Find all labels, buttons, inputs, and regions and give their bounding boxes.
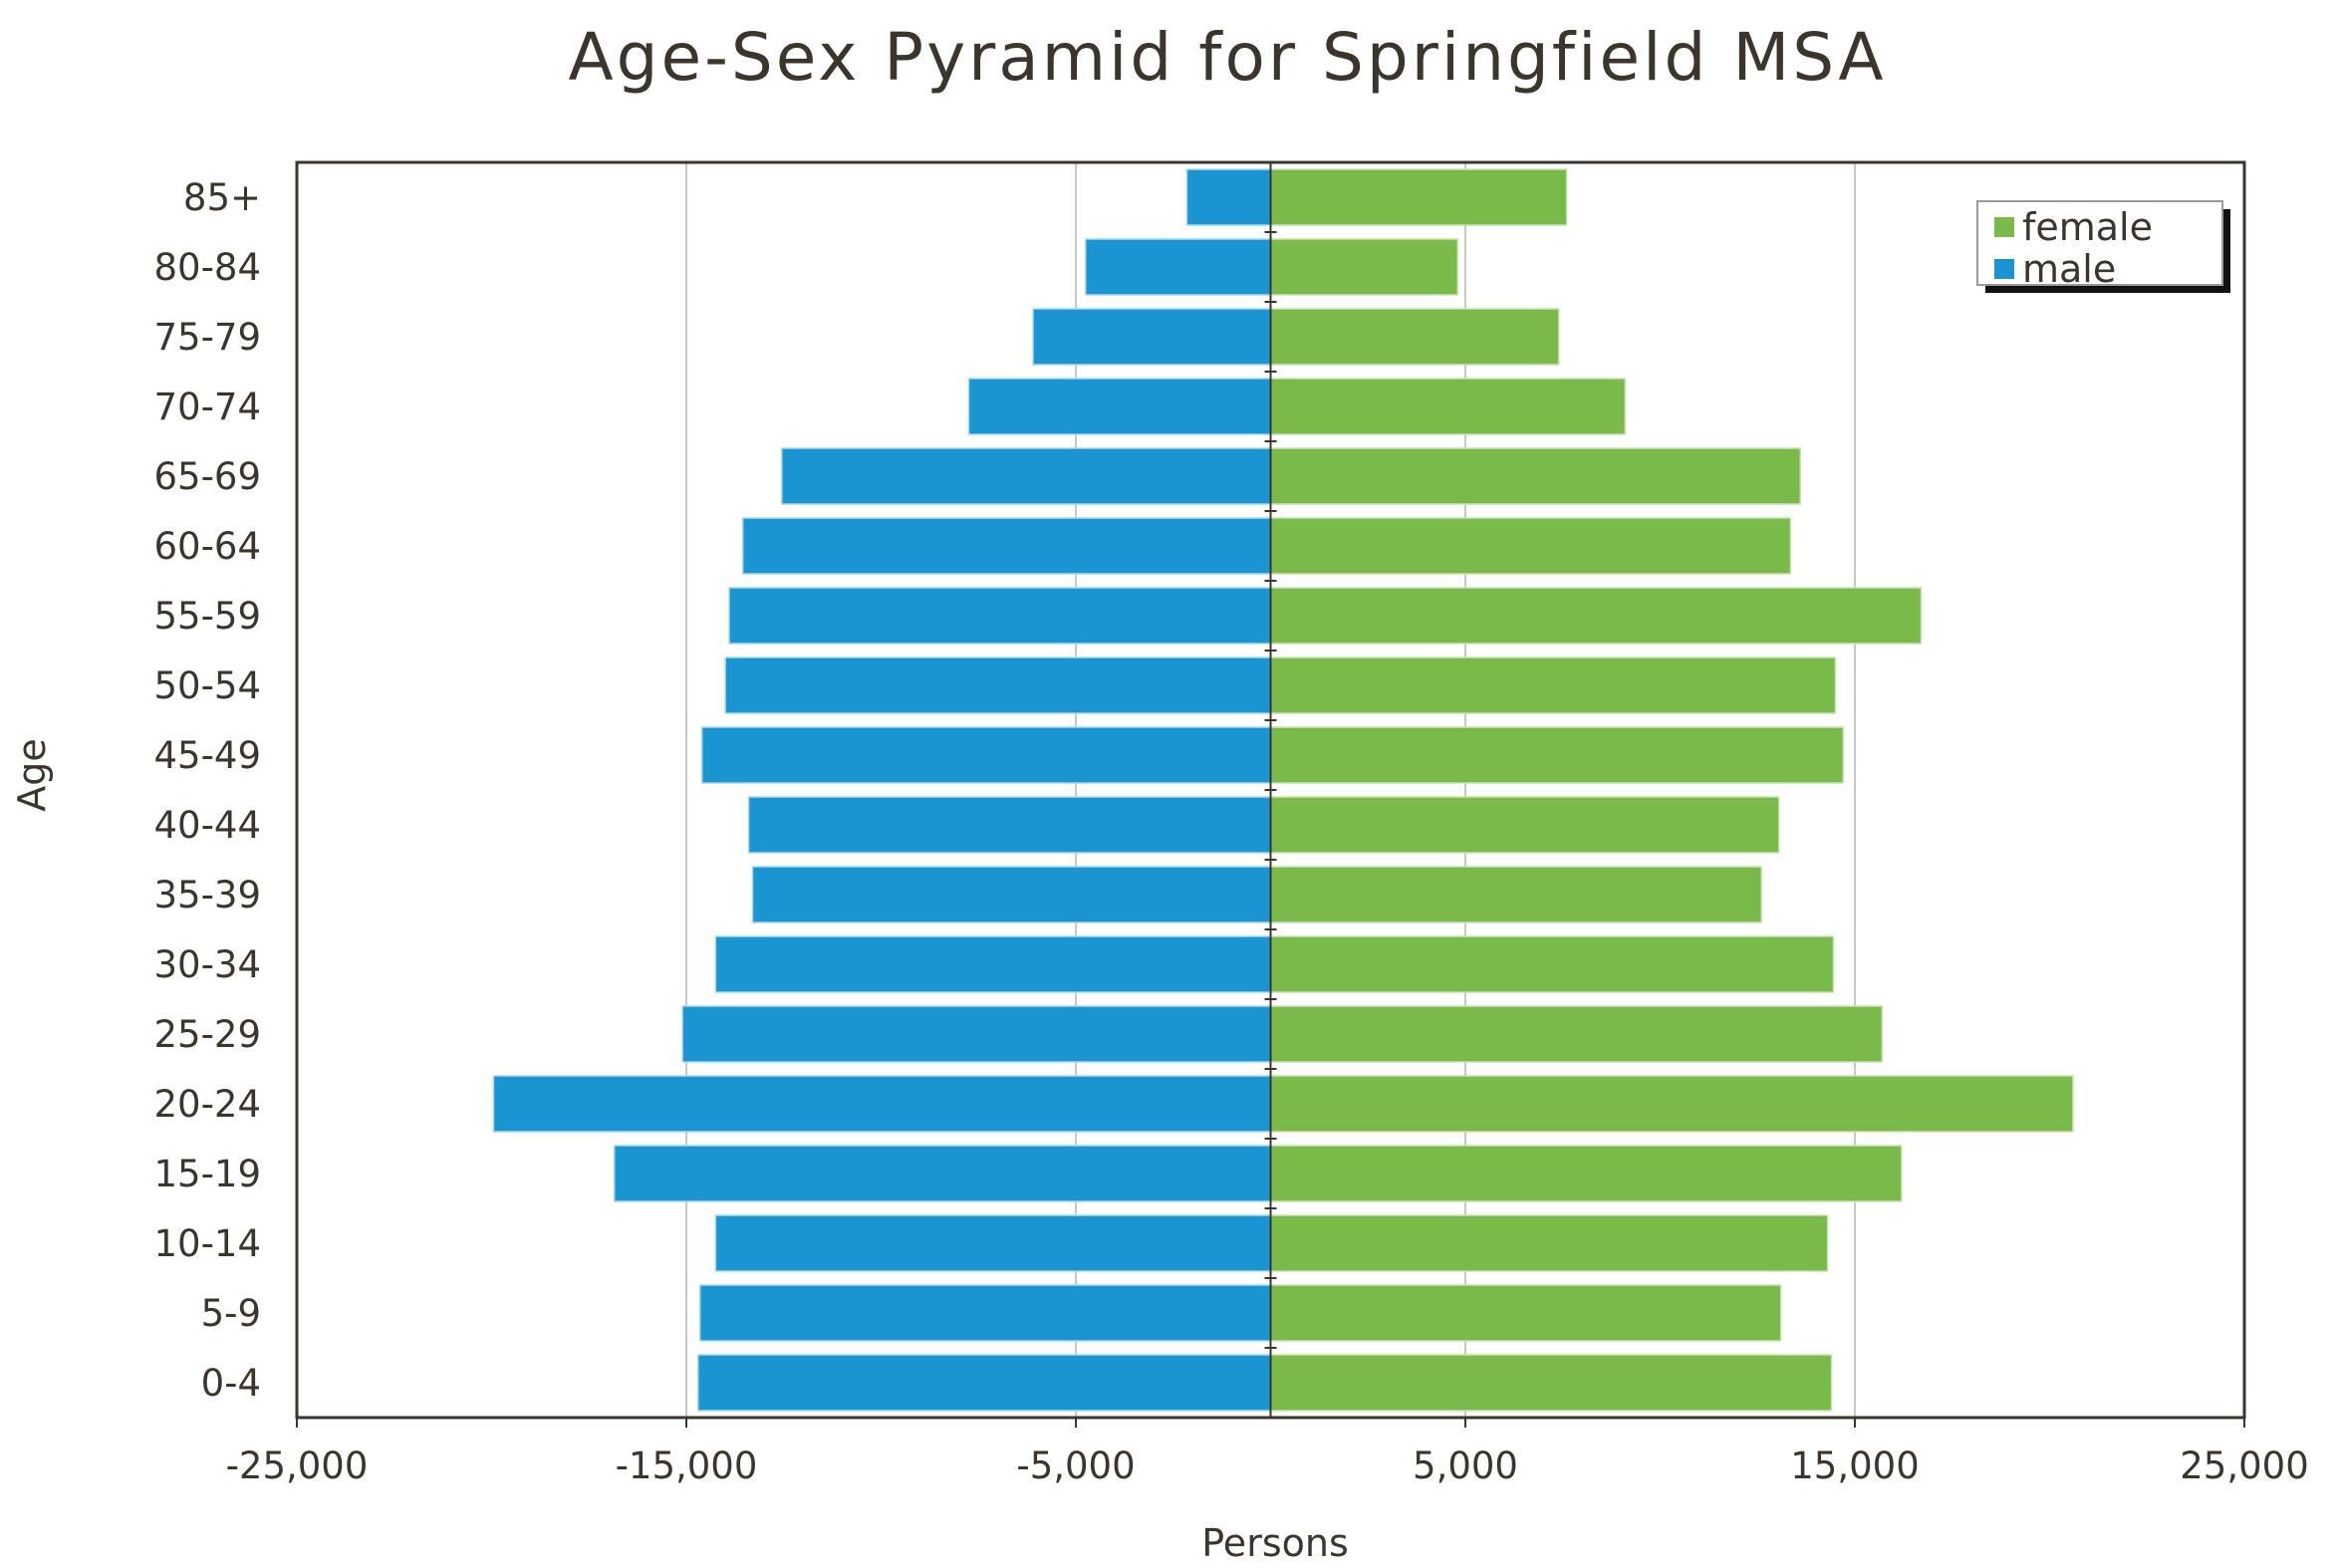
y-tick-labels: 85+ 80-84 75-79 70-74 65-69 60-64 55-59 50-54 45… xyxy=(153,176,261,1405)
y-tick-label-45-49: 45-49 xyxy=(153,734,261,777)
y-tick-label-10-14: 10-14 xyxy=(153,1222,261,1265)
bar-female-25-29 xyxy=(1269,1005,1884,1063)
x-tick-label: 15,000 xyxy=(1790,1444,1919,1487)
bar-male-80-84 xyxy=(1085,238,1272,296)
y-tick-label-50-54: 50-54 xyxy=(153,664,261,707)
bar-male-30-34 xyxy=(714,935,1272,993)
bar-female-60-64 xyxy=(1269,517,1792,575)
x-tick-label: -5,000 xyxy=(1016,1444,1135,1487)
y-tick-label-55-59: 55-59 xyxy=(153,595,261,638)
y-axis-label: Age xyxy=(10,738,54,812)
bar-female-85+ xyxy=(1269,168,1568,226)
plot-frame xyxy=(295,160,2246,1420)
y-tick-label-80-84: 80-84 xyxy=(153,246,261,289)
y-tick-label-20-24: 20-24 xyxy=(153,1083,261,1126)
y-tick-label-5-9: 5-9 xyxy=(201,1292,261,1335)
y-tick-label-15-19: 15-19 xyxy=(153,1153,261,1195)
x-tick-label: 25,000 xyxy=(2180,1444,2308,1487)
bar-male-25-29 xyxy=(681,1005,1272,1063)
bar-male-45-49 xyxy=(700,726,1272,784)
bar-female-55-59 xyxy=(1269,587,1923,645)
legend-label-female: female xyxy=(2022,205,2153,249)
bar-male-55-59 xyxy=(728,587,1272,645)
bar-male-85+ xyxy=(1185,168,1272,226)
bars xyxy=(492,168,2074,1412)
bar-female-35-39 xyxy=(1269,866,1762,923)
bar-female-45-49 xyxy=(1269,726,1845,784)
bar-female-20-24 xyxy=(1269,1075,2074,1133)
bar-female-15-19 xyxy=(1269,1145,1903,1202)
y-tick-label-35-39: 35-39 xyxy=(153,874,261,916)
bar-male-65-69 xyxy=(781,447,1272,505)
bar-female-70-74 xyxy=(1269,378,1627,435)
y-tick-label-25-29: 25-29 xyxy=(153,1013,261,1056)
bar-male-40-44 xyxy=(747,796,1272,854)
bar-male-70-74 xyxy=(967,378,1272,435)
bar-male-60-64 xyxy=(741,517,1272,575)
y-tick-label-70-74: 70-74 xyxy=(153,386,261,428)
bar-male-5-9 xyxy=(698,1284,1272,1342)
bar-female-0-4 xyxy=(1269,1354,1833,1412)
bar-male-75-79 xyxy=(1032,308,1272,366)
bar-female-65-69 xyxy=(1269,447,1802,505)
legend-swatch-female xyxy=(1994,217,2014,237)
legend-box xyxy=(1976,200,2223,286)
bar-female-5-9 xyxy=(1269,1284,1782,1342)
x-tick-labels: -25,000 -15,000 -5,000 5,000 15,000 25,000 xyxy=(226,1444,2309,1487)
y-tick-label-0-4: 0-4 xyxy=(201,1362,261,1405)
grid-lines xyxy=(685,162,1856,1418)
axes xyxy=(296,162,2245,1428)
bar-male-10-14 xyxy=(714,1214,1272,1272)
bar-female-10-14 xyxy=(1269,1214,1829,1272)
legend-swatch-male xyxy=(1994,259,2014,279)
bar-female-50-54 xyxy=(1269,656,1837,714)
bar-male-15-19 xyxy=(613,1145,1272,1202)
y-tick-label-40-44: 40-44 xyxy=(153,804,261,847)
x-axis-label: Persons xyxy=(1201,1521,1349,1565)
bar-female-80-84 xyxy=(1269,238,1458,296)
bar-male-20-24 xyxy=(492,1075,1272,1133)
y-tick-label-85+: 85+ xyxy=(183,176,261,219)
bar-male-50-54 xyxy=(724,656,1272,714)
y-tick-label-75-79: 75-79 xyxy=(153,316,261,359)
y-tick-label-65-69: 65-69 xyxy=(153,455,261,498)
x-tick-label: -15,000 xyxy=(616,1444,758,1487)
y-tick-label-30-34: 30-34 xyxy=(153,943,261,986)
chart-title: Age-Sex Pyramid for Springfield MSA xyxy=(568,19,1886,96)
bar-female-75-79 xyxy=(1269,308,1560,366)
bar-male-35-39 xyxy=(751,866,1272,923)
legend-label-male: male xyxy=(2022,247,2116,291)
bar-male-0-4 xyxy=(696,1354,1272,1412)
x-tick-label: -25,000 xyxy=(226,1444,369,1487)
bar-female-40-44 xyxy=(1269,796,1780,854)
x-tick-label: 5,000 xyxy=(1413,1444,1518,1487)
y-tick-label-60-64: 60-64 xyxy=(153,525,261,568)
bar-female-30-34 xyxy=(1269,935,1835,993)
